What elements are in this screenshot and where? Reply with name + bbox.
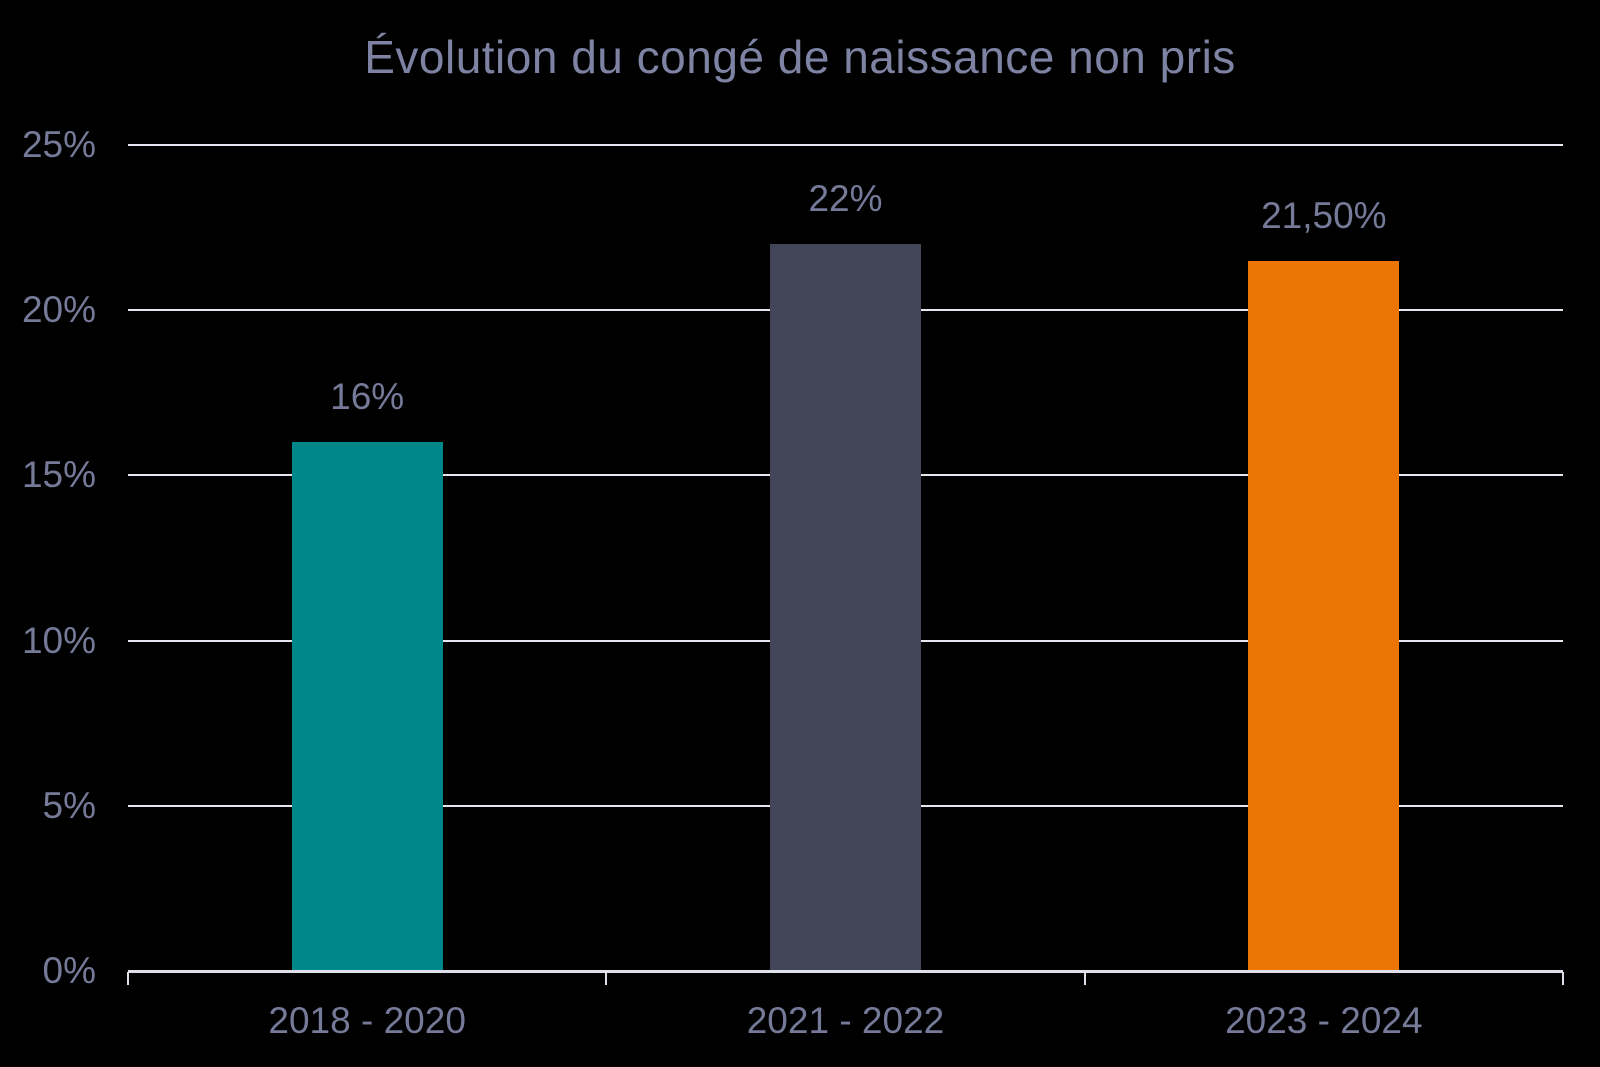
bar-value-label-2021-2022: 22% [808, 178, 883, 220]
bar-2021-2022 [770, 244, 921, 970]
bar-2018-2020 [291, 442, 443, 970]
bar-2023-2024 [1248, 260, 1400, 970]
bar-value-label-2023-2024: 21,50% [1261, 194, 1387, 236]
bar-value-label-2018-2020: 16% [330, 376, 405, 418]
chart-title: Évolution du congé de naissance non pris [364, 31, 1236, 83]
y-axis-label-20: 20% [21, 289, 96, 331]
x-axis-tick [127, 972, 129, 985]
x-axis-tick [605, 972, 608, 985]
x-axis-label-2018-2020: 2018 - 2020 [268, 1000, 466, 1041]
y-axis-label-5: 5% [42, 784, 96, 826]
y-axis-label-0: 0% [42, 950, 96, 991]
y-axis-label-25: 25% [21, 124, 96, 165]
x-axis-label-2023-2024: 2023 - 2024 [1225, 1000, 1423, 1041]
x-axis-tick [1562, 972, 1564, 985]
x-axis-tick [1083, 972, 1086, 985]
y-axis-label-10: 10% [21, 619, 96, 661]
x-axis-line [128, 970, 1563, 973]
gridline-25 [128, 144, 1563, 146]
y-axis-label-15: 15% [21, 454, 96, 496]
x-axis-label-2021-2022: 2021 - 2022 [746, 1000, 945, 1041]
